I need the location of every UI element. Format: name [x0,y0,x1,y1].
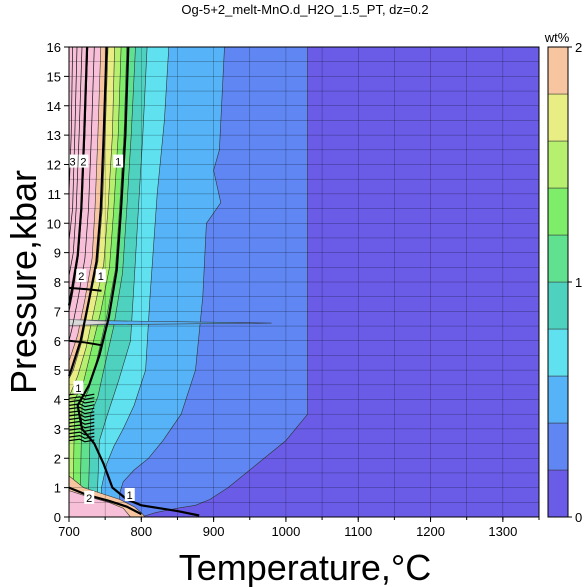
contour-label: 1 [95,269,106,283]
colorbar-swatch [547,93,569,142]
y-tick-label: 16 [47,40,61,55]
contour-line-bold [67,46,89,306]
contour-line-bold [68,339,102,347]
contour-label-text: 2 [78,271,84,283]
contour-line [68,396,95,401]
contour-label-text: 3 [70,157,76,169]
y-tick-label: 12 [47,158,61,173]
y-axis-title: Pressure,kbar [3,170,44,394]
contour-label-bg [84,490,95,504]
x-tick-label: 1000 [271,524,300,539]
x-axis-title: Temperature,°C [179,547,432,587]
y-tick-label: 8 [54,275,61,290]
chart-title: Og-5+2_melt-MnO.d_H2O_1.5_PT, dz=0.2 [181,2,428,17]
y-tick-label: 0 [54,510,61,525]
contour-label: 1 [124,487,135,502]
colorbar-swatch [547,46,569,95]
contour-line [68,406,95,411]
contour-line [68,420,95,425]
colorbar-swatch [547,422,569,471]
contour-line-bold [68,486,142,516]
colorbar-swatch [547,140,569,189]
y-tick-label: 1 [54,481,61,496]
colorbar [547,46,569,518]
contour-label-text: 1 [98,271,104,283]
contour-label: 1 [73,380,84,395]
contour-line [68,46,78,241]
contour-line [68,399,95,404]
y-tick-label: 2 [54,451,61,466]
colorbar-tick-label: 2 [575,40,582,55]
contour-label-bg [124,487,135,501]
contour-line [68,431,95,436]
colorbar-swatch [547,281,569,330]
y-tick-label: 7 [54,304,61,319]
contour-label-bg [67,154,78,168]
contour-lines [67,46,200,517]
y-tick-label: 15 [47,69,61,84]
contour-line [68,46,73,194]
colorbar-swatch [547,375,569,424]
colorbar-tick-label: 1 [575,275,582,290]
colorbar-swatch [547,187,569,236]
colorbar-swatch [547,328,569,377]
colorbar-label: wt% [544,30,570,45]
colorbar-swatch [547,234,569,283]
contour-label-text: 2 [86,493,92,505]
contour-label-text: 1 [127,490,133,502]
contour-label-bg [73,380,84,394]
contour-line [68,46,83,277]
contour-line [68,392,95,397]
y-tick-label: 10 [47,216,61,231]
contour-line [68,434,95,439]
colorbar-ticks: 0 1 2 [568,40,582,525]
y-tick-label: 4 [54,393,61,408]
contour-line [68,427,95,432]
contour-label: 2 [76,269,87,283]
y-tick-label: 9 [54,246,61,261]
x-axis-ticks: 700 800 900 1000 1100 1200 1300 [58,517,540,539]
contour-label: 2 [78,154,89,169]
contour-line [68,46,95,341]
contour-line [68,424,95,429]
colorbar-tick-label: 0 [575,510,582,525]
contour-label: 1 [113,154,124,169]
y-tick-label: 13 [47,128,61,143]
contour-label-text: 1 [115,157,121,169]
x-tick-label: 1300 [488,524,517,539]
contour-label-bg [76,269,87,283]
contour-line-bold [67,46,108,377]
contour-label-bg [95,269,106,283]
contour-line [68,417,95,422]
contour-label-text: 1 [75,383,81,395]
y-tick-label: 3 [54,422,61,437]
contour-line [68,438,95,443]
x-tick-label: 800 [130,524,152,539]
contour-line [68,403,95,408]
y-tick-label: 14 [47,99,61,114]
contour-line-bold [76,46,200,517]
contour-label-bg [113,154,124,168]
colorbar-swatch [547,469,569,518]
contour-line-bold [68,286,102,292]
contour-label: 2 [84,490,95,505]
y-tick-label: 5 [54,363,61,378]
contour-line [68,410,95,415]
contour-labels: 3 2 12 112 1 [67,154,135,505]
x-tick-label: 700 [58,524,80,539]
x-tick-label: 1200 [416,524,445,539]
y-tick-label: 11 [48,187,62,202]
contour-label-text: 2 [80,157,86,169]
x-tick-label: 1100 [344,524,372,539]
x-tick-label: 900 [203,524,225,539]
y-tick-label: 6 [54,334,61,349]
contour-label: 3 [67,154,78,169]
contour-line [68,413,95,418]
contour-label-bg [78,154,89,168]
